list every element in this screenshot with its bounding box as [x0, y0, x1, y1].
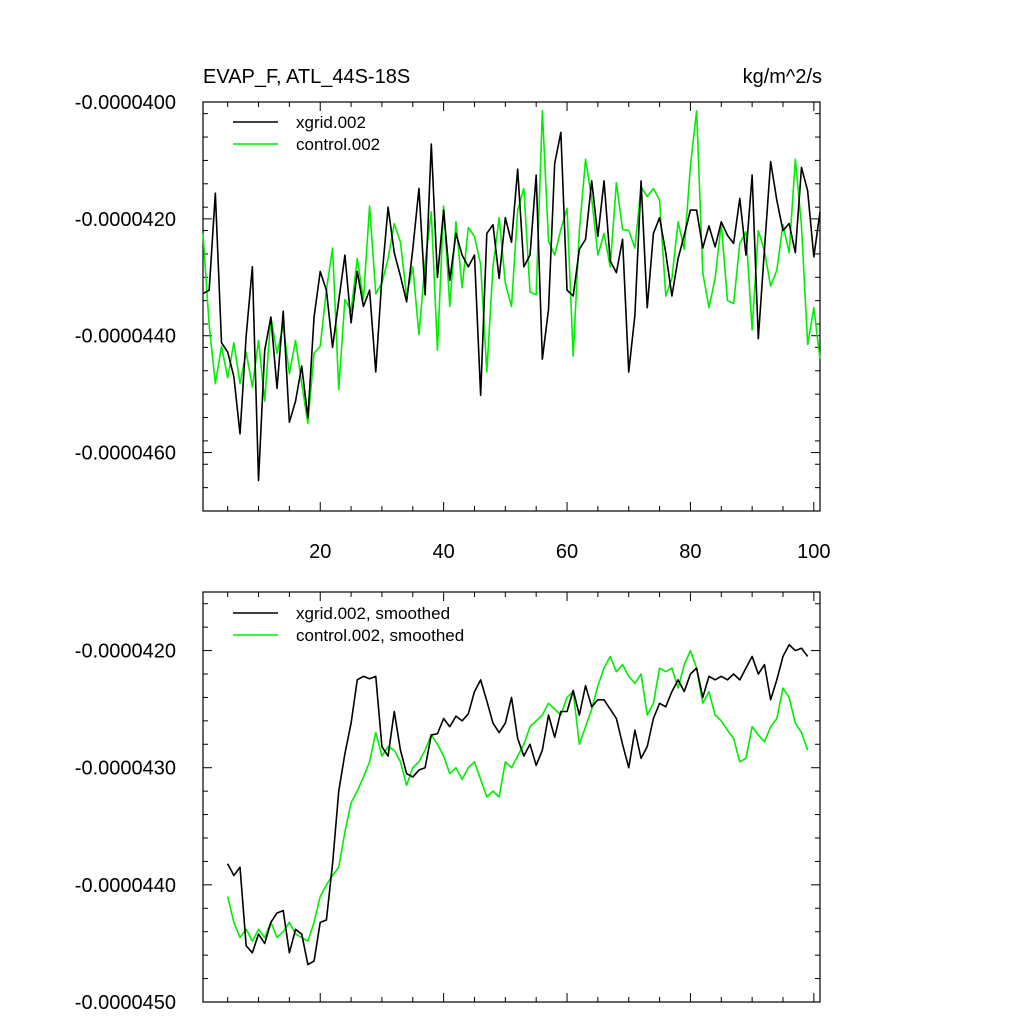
top-y-tick-label: -0.0000460	[75, 443, 176, 465]
bottom-y-tick-labels: -0.0000420 -0.0000430 -0.0000440 -0.0000450	[75, 641, 176, 1014]
bottom-y-tick-label: -0.0000420	[75, 641, 176, 663]
top-x-tick-labels: 20 40 60 80 100	[309, 541, 830, 563]
bottom-legend: xgrid.002, smoothed control.002, smoothed	[233, 604, 464, 645]
top-legend-label: control.002	[296, 135, 380, 154]
bottom-ticks	[203, 592, 820, 1003]
top-x-tick-label: 80	[679, 541, 701, 563]
bottom-legend-label: control.002, smoothed	[296, 626, 464, 645]
top-x-tick-label: 40	[433, 541, 455, 563]
top-legend-label: xgrid.002	[296, 113, 366, 132]
top-series	[202, 109, 821, 482]
bottom-plot-frame	[202, 591, 821, 1003]
bottom-y-tick-label: -0.0000450	[75, 992, 176, 1014]
bottom-series-line-xgrid-002-smoothed	[226, 643, 809, 966]
top-series-line-xgrid-002	[202, 131, 821, 482]
top-y-tick-label: -0.0000420	[75, 209, 176, 231]
top-legend: xgrid.002 control.002	[233, 113, 380, 154]
top-x-tick-label: 60	[556, 541, 578, 563]
bottom-series-line-control-002-smoothed	[226, 649, 809, 942]
chart-title: EVAP_F, ATL_44S-18S	[203, 66, 410, 88]
top-plot-frame	[202, 101, 821, 512]
bottom-panel: -0.0000420 -0.0000430 -0.0000440 -0.0000450…	[75, 591, 821, 1014]
units-label: kg/m^2/s	[743, 66, 822, 88]
bottom-series	[226, 643, 809, 966]
top-x-tick-label: 100	[797, 541, 830, 563]
top-ticks	[203, 101, 820, 512]
top-y-tick-label: -0.0000440	[75, 326, 176, 348]
top-series-line-control-002	[202, 109, 821, 425]
bottom-y-tick-label: -0.0000440	[75, 875, 176, 897]
top-y-tick-labels: -0.0000400 -0.0000420 -0.0000440 -0.0000460	[75, 92, 176, 465]
top-panel: EVAP_F, ATL_44S-18S kg/m^2/s -0.0000400-…	[75, 66, 831, 563]
bottom-legend-label: xgrid.002, smoothed	[296, 604, 450, 623]
bottom-y-tick-label: -0.0000430	[75, 758, 176, 780]
top-x-tick-label: 20	[309, 541, 331, 563]
top-y-tick-label: -0.0000400	[75, 92, 176, 114]
